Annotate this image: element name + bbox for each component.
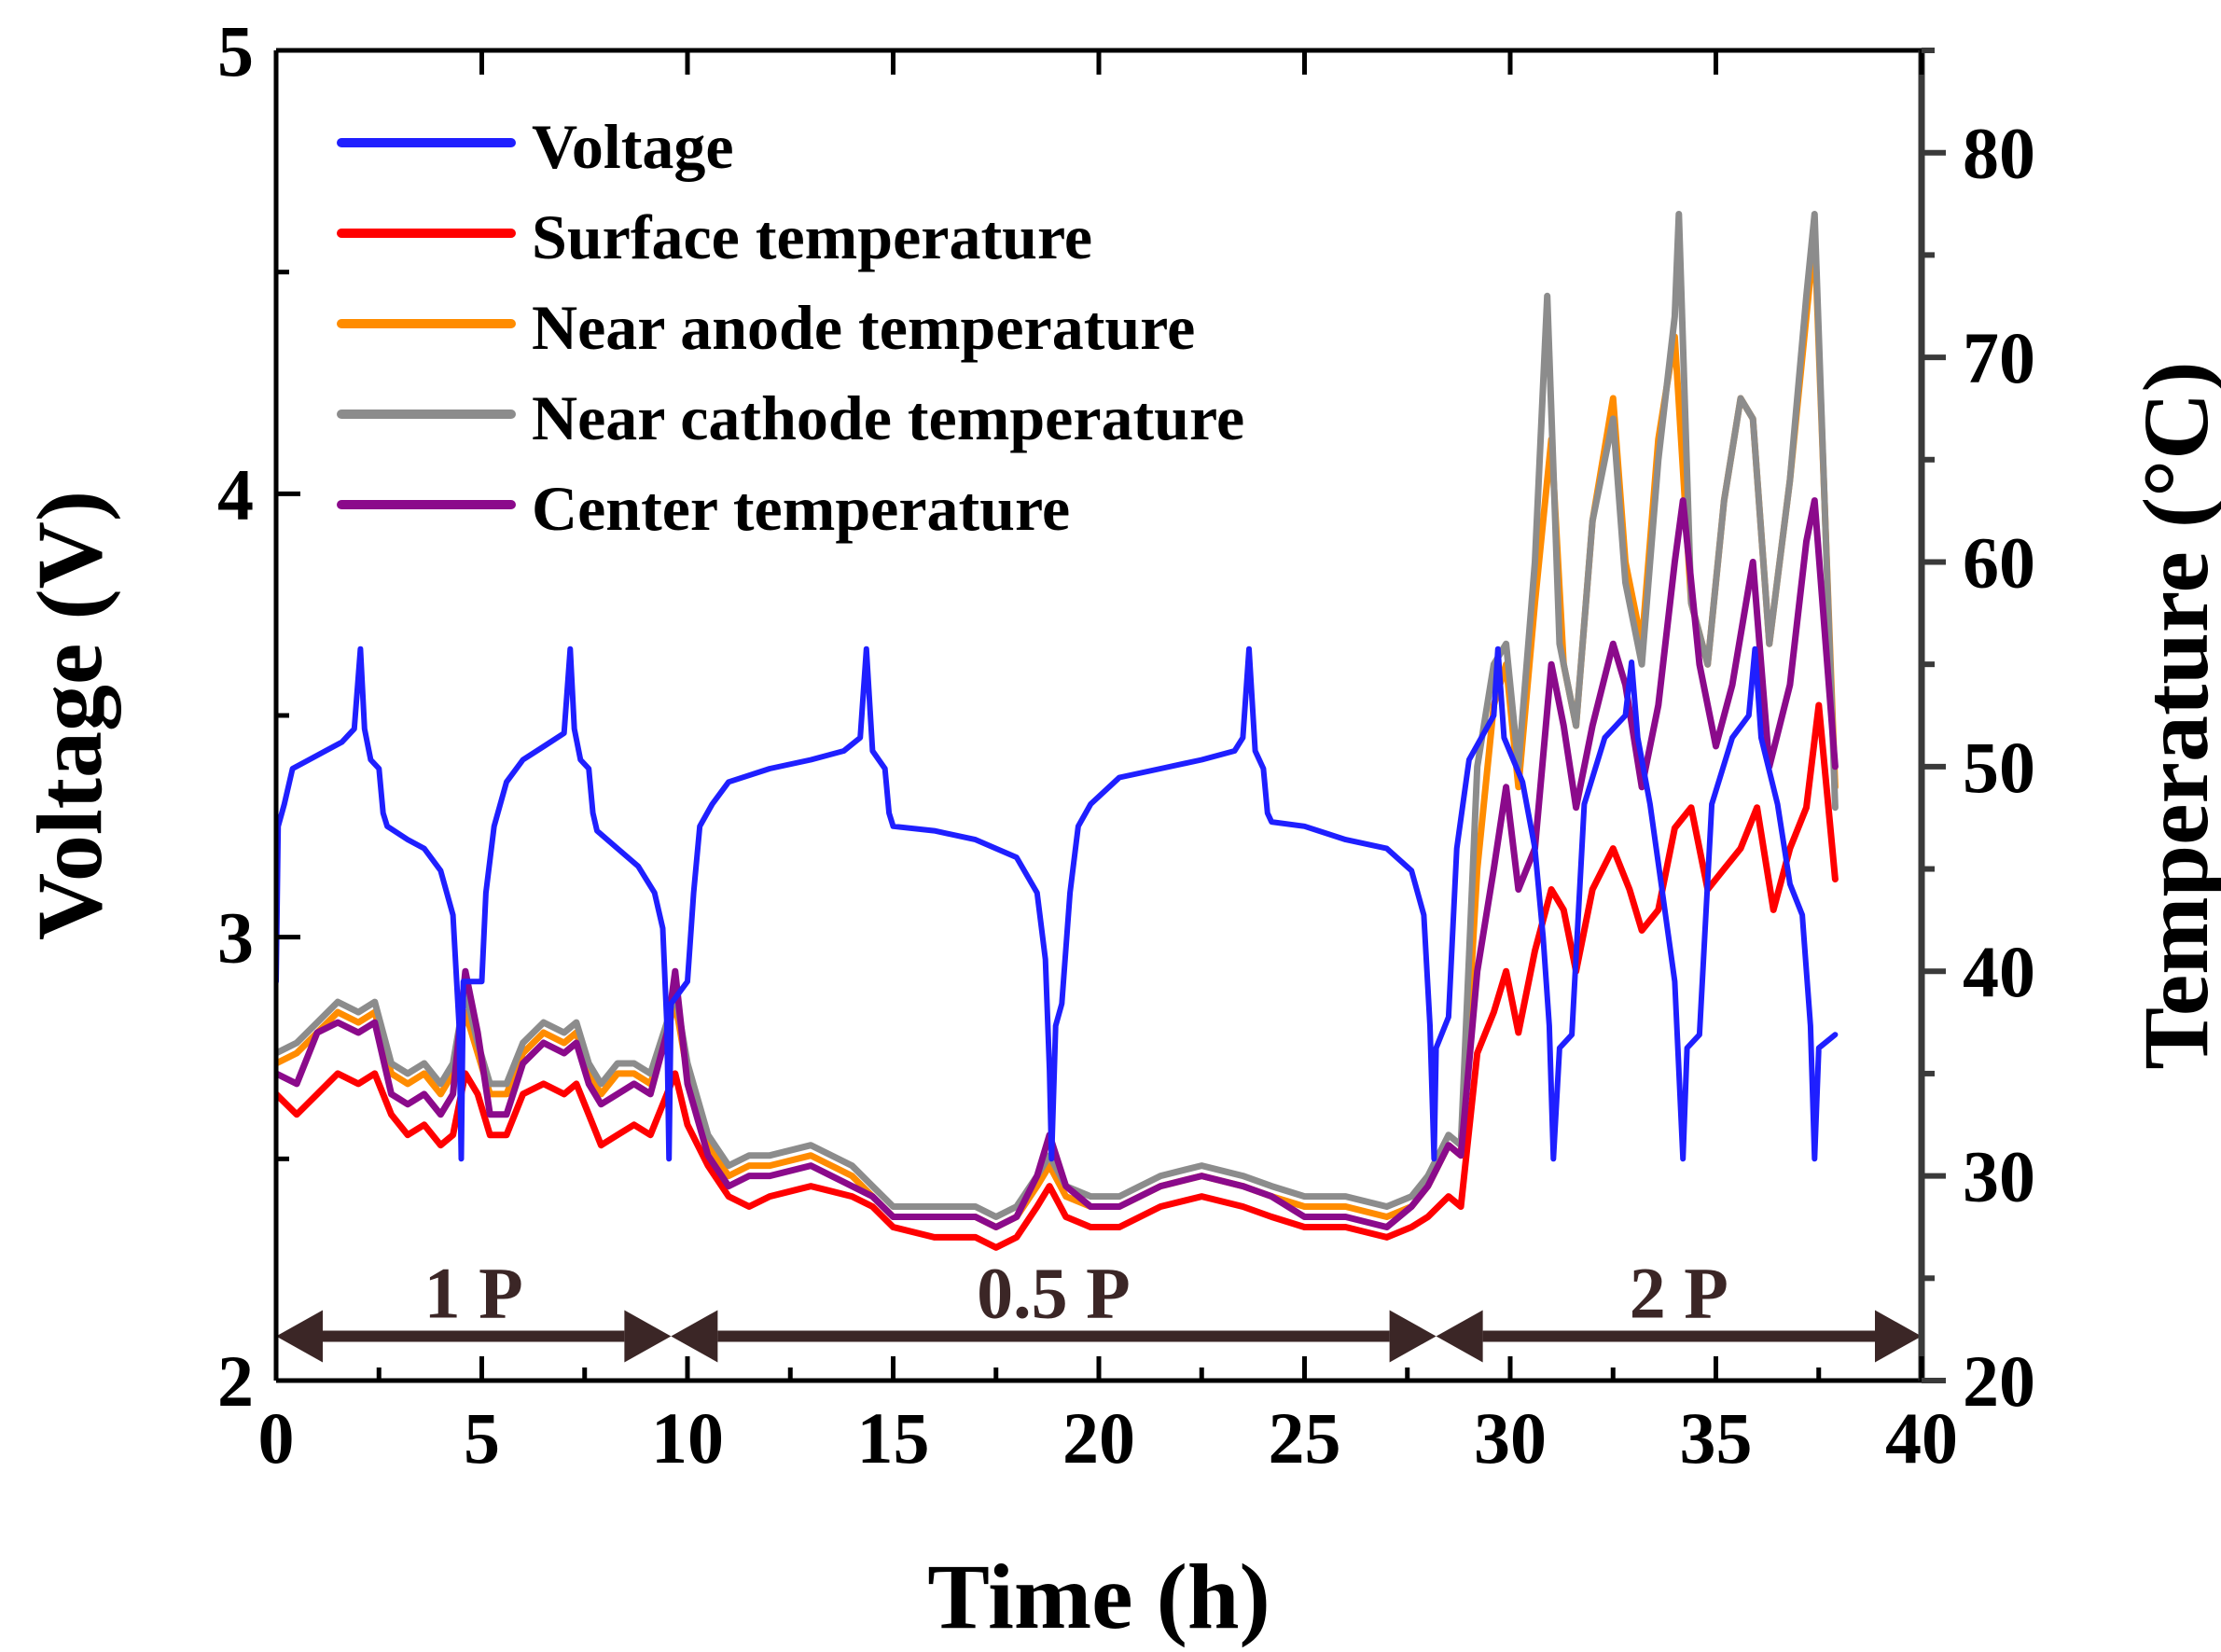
x-tick-label: 20: [1062, 1397, 1135, 1478]
x-tick-label: 15: [857, 1397, 930, 1478]
series-line-center: [276, 497, 1839, 1230]
legend-label-anode: Near anode temperature: [532, 292, 1195, 363]
legend-label-center: Center temperature: [532, 473, 1070, 544]
region-arrowhead-right: [1389, 1310, 1437, 1363]
region-arrowhead-right: [1875, 1310, 1922, 1363]
y-left-tick-label: 2: [217, 1340, 254, 1422]
series-line-surface: [276, 701, 1839, 1251]
legend-label-voltage: Voltage: [532, 111, 734, 182]
y-left-tick-label: 5: [217, 10, 254, 91]
x-tick-label: 5: [464, 1397, 500, 1478]
y-right-tick-label: 50: [1963, 727, 2035, 808]
y-left-tick-label: 4: [217, 453, 254, 534]
region-label: 2 P: [1630, 1252, 1728, 1333]
x-tick-label: 30: [1474, 1397, 1547, 1478]
legend-label-cathode: Near cathode temperature: [532, 382, 1244, 453]
x-tick-label: 0: [258, 1397, 295, 1478]
y-left-tick-label: 3: [217, 897, 254, 979]
y-right-tick-label: 80: [1963, 113, 2035, 194]
legend-label-surface: Surface temperature: [532, 201, 1092, 272]
y-left-axis-title: Voltage (V): [18, 491, 121, 940]
y-right-tick-label: 60: [1963, 521, 2035, 603]
region-arrowhead-left: [1436, 1310, 1483, 1363]
y-right-tick-label: 40: [1963, 931, 2035, 1012]
x-axis-title: Time (h): [927, 1545, 1270, 1648]
x-tick-label: 35: [1680, 1397, 1753, 1478]
region-label: 1 P: [424, 1252, 523, 1333]
region-arrowhead-left: [671, 1310, 718, 1363]
y-right-axis-title: Temperature (°C): [2124, 361, 2221, 1069]
series-line-voltage: [276, 646, 1839, 1162]
y-right-tick-label: 20: [1963, 1340, 2035, 1422]
x-tick-label: 10: [651, 1397, 724, 1478]
x-tick-label: 25: [1269, 1397, 1341, 1478]
region-arrowhead-right: [624, 1310, 672, 1363]
y-right-tick-label: 30: [1963, 1136, 2035, 1217]
x-tick-label: 40: [1885, 1397, 1958, 1478]
region-label: 0.5 P: [977, 1252, 1131, 1333]
region-arrowhead-left: [276, 1310, 323, 1363]
y-right-tick-label: 70: [1963, 317, 2035, 398]
